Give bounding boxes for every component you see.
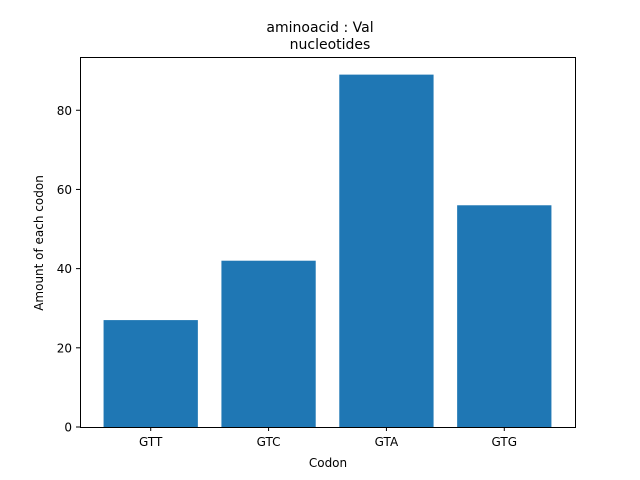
x-tick-label: GTC	[257, 435, 281, 449]
bar-gtc	[221, 260, 316, 427]
y-tick-label: 60	[57, 183, 72, 197]
bar-gtg	[457, 205, 552, 427]
y-tick-label: 80	[57, 104, 72, 118]
x-tick-label: GTT	[139, 435, 163, 449]
chart-title: aminoacid : Val	[266, 20, 373, 36]
y-axis-label: Amount of each codon	[32, 175, 46, 311]
bar-gtt	[103, 320, 198, 427]
chart-subtitle: nucleotides	[290, 37, 371, 53]
x-axis-ticks: GTT GTC GTA GTG	[139, 427, 517, 449]
x-tick-label: GTG	[492, 435, 518, 449]
bar-group	[103, 74, 552, 427]
y-axis-ticks: 0 20 40 60 80	[57, 104, 80, 435]
x-axis-label: Codon	[309, 456, 347, 470]
y-tick-label: 40	[57, 262, 72, 276]
x-tick-label: GTA	[375, 435, 399, 449]
plot-frame	[80, 57, 576, 428]
y-tick-label: 20	[57, 341, 72, 355]
y-tick-label: 0	[64, 421, 72, 435]
bar-gta	[339, 74, 434, 427]
